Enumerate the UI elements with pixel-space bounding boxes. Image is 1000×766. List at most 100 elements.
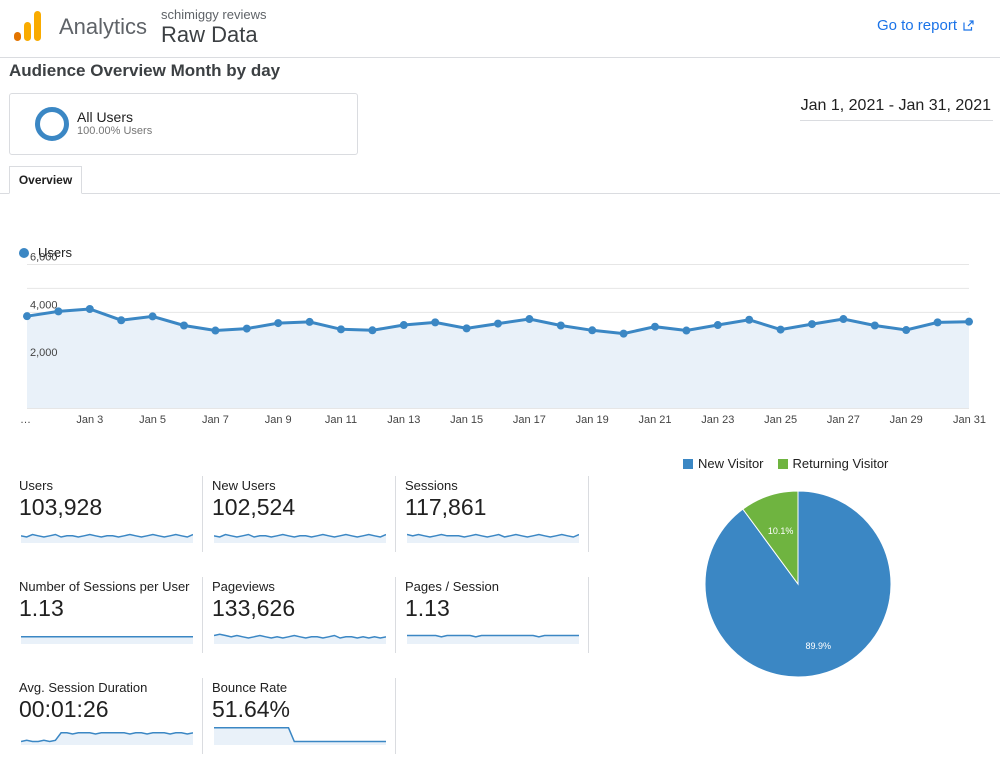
sparkline-fill (407, 534, 579, 543)
segment-card[interactable]: All Users 100.00% Users (9, 93, 358, 155)
data-point[interactable] (117, 316, 126, 325)
sparkline-fill (21, 732, 193, 745)
data-point[interactable] (54, 307, 63, 316)
metric-label: Users (19, 478, 53, 493)
metric-divider (395, 577, 396, 653)
x-axis-labels: … Jan 3 Jan 5 Jan 7 Jan 9 Jan 11 Jan 13 Jan 15 J… (20, 414, 986, 426)
view-name[interactable]: Raw Data (161, 22, 258, 47)
data-point[interactable] (85, 304, 94, 313)
metric-card[interactable]: Pageviews 133,626 (212, 579, 388, 659)
sparkline-line (407, 533, 579, 538)
metric-divider (395, 476, 396, 552)
pie-slice-returning-visitor[interactable] (742, 490, 799, 586)
x-tick-label: Jan 9 (265, 414, 292, 426)
legend-new-visitor[interactable]: New Visitor (683, 456, 764, 471)
data-point[interactable] (682, 326, 691, 335)
x-tick-label: Jan 25 (764, 414, 797, 426)
data-point[interactable] (933, 318, 942, 327)
data-point[interactable] (211, 326, 220, 335)
metric-card[interactable]: Bounce Rate 51.64% (212, 680, 388, 760)
data-point[interactable] (870, 321, 879, 330)
metric-value: 1.13 (405, 595, 450, 621)
data-point[interactable] (619, 329, 628, 338)
legend-returning-visitor[interactable]: Returning Visitor (777, 456, 888, 471)
sparkline-line (21, 533, 193, 538)
sparkline-line (21, 732, 193, 743)
metric-card[interactable]: Avg. Session Duration 00:01:26 (19, 680, 195, 760)
data-point[interactable] (713, 321, 722, 330)
metric-label: New Users (212, 478, 276, 493)
go-to-report-link[interactable]: Go to report (877, 17, 974, 34)
property-name[interactable]: schimiggy reviews (161, 7, 267, 22)
visitor-pie-chart: 89.9% 10.1% (704, 490, 892, 678)
metric-card[interactable]: Pages / Session 1.13 (405, 579, 581, 659)
data-point[interactable] (148, 312, 157, 321)
sparkline-fill (214, 727, 386, 745)
metric-sparkline (407, 634, 579, 644)
data-point[interactable] (23, 312, 31, 321)
data-point[interactable] (462, 324, 471, 333)
x-tick-label: Jan 17 (513, 414, 546, 426)
data-point[interactable] (808, 320, 816, 329)
metric-label: Number of Sessions per User (19, 579, 190, 594)
new-visitor-label: New Visitor (698, 456, 764, 471)
metric-divider (588, 476, 589, 552)
segment-name: All Users (77, 109, 134, 125)
metric-label: Bounce Rate (212, 680, 288, 695)
metric-sparkline (214, 727, 386, 745)
metric-card[interactable]: Users 103,928 (19, 478, 195, 558)
metric-divider (588, 577, 589, 653)
data-point[interactable] (494, 319, 502, 328)
data-point[interactable] (525, 315, 534, 324)
data-point[interactable] (399, 321, 408, 330)
data-point[interactable] (368, 326, 377, 335)
data-point[interactable] (588, 326, 597, 335)
analytics-logo-icon[interactable] (14, 10, 42, 42)
y-tick-label: 6,000 (30, 252, 58, 264)
data-point[interactable] (556, 321, 565, 330)
x-tick-label: Jan 29 (890, 414, 923, 426)
header: Analytics schimiggy reviews Raw Data Go … (0, 0, 1000, 58)
sparkline-line (214, 533, 386, 538)
sparkline-fill (21, 636, 193, 644)
tab-overview[interactable]: Overview (9, 166, 82, 194)
data-point[interactable] (965, 317, 973, 326)
metric-sparkline (21, 533, 193, 543)
x-tick-label: Jan 15 (450, 414, 483, 426)
data-point[interactable] (274, 319, 283, 328)
metric-value: 103,928 (19, 494, 103, 520)
data-point[interactable] (776, 325, 785, 334)
x-tick-label: Jan 19 (576, 414, 609, 426)
users-data-points (23, 304, 973, 338)
data-point[interactable] (839, 315, 848, 324)
x-tick-label: Jan 21 (638, 414, 671, 426)
data-point[interactable] (180, 321, 188, 330)
metric-value: 117,861 (405, 494, 487, 520)
x-tick-label: Jan 7 (202, 414, 229, 426)
y-axis-labels: 6,000 4,000 2,000 (30, 252, 58, 360)
pie-legend: New Visitor Returning Visitor (683, 456, 888, 471)
chart-legend[interactable]: Users (19, 245, 72, 260)
segment-circle-icon (35, 107, 69, 141)
date-range-picker[interactable]: Jan 1, 2021 - Jan 31, 2021 (800, 95, 993, 121)
data-point[interactable] (337, 325, 345, 334)
data-point[interactable] (305, 317, 314, 326)
metric-divider (202, 476, 203, 552)
x-tick-label: Jan 23 (701, 414, 734, 426)
metric-divider (202, 577, 203, 653)
metric-card[interactable]: Number of Sessions per User 1.13 (19, 579, 195, 659)
data-point[interactable] (242, 324, 251, 333)
metric-value: 133,626 (212, 595, 296, 621)
data-point[interactable] (745, 315, 754, 324)
x-tick-label: Jan 31 (953, 414, 986, 426)
metric-card[interactable]: New Users 102,524 (212, 478, 388, 558)
metric-card[interactable]: Sessions 117,861 (405, 478, 581, 558)
sparkline-fill (407, 635, 579, 644)
data-point[interactable] (651, 322, 659, 331)
data-point[interactable] (431, 318, 440, 327)
y-tick-label: 2,000 (30, 347, 58, 359)
legend-users-label: Users (38, 245, 72, 260)
external-link-icon (963, 20, 974, 31)
x-tick-label: Jan 5 (139, 414, 166, 426)
data-point[interactable] (902, 326, 911, 335)
